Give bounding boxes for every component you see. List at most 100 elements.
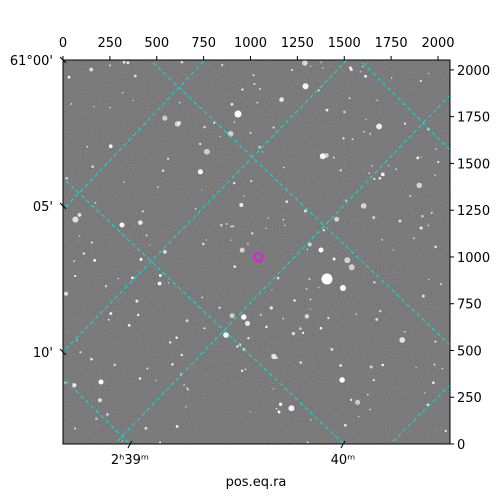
star <box>239 203 244 208</box>
ra-tick <box>340 440 346 449</box>
star <box>265 325 268 329</box>
star <box>171 363 174 366</box>
grid-line <box>389 384 450 444</box>
star <box>104 285 108 288</box>
star <box>122 60 126 64</box>
star <box>441 367 444 370</box>
star <box>233 181 236 185</box>
star <box>159 441 162 444</box>
ra-tick <box>127 440 133 449</box>
dec-tick <box>59 202 67 210</box>
star <box>183 384 185 386</box>
star <box>123 181 126 183</box>
star <box>108 64 112 67</box>
star <box>325 108 329 112</box>
star <box>332 257 336 261</box>
star <box>234 110 242 118</box>
star <box>309 65 312 67</box>
star <box>375 318 379 321</box>
star <box>309 308 312 310</box>
star <box>309 298 312 301</box>
star <box>185 319 189 323</box>
star <box>221 63 224 67</box>
star <box>79 351 82 354</box>
y-tick-label: 1500 <box>457 157 490 172</box>
star <box>310 419 312 421</box>
star <box>317 89 320 92</box>
grid-line <box>114 94 450 444</box>
star <box>409 195 412 197</box>
star <box>424 392 426 394</box>
star <box>340 285 346 291</box>
star <box>127 324 131 327</box>
coordinate-grid <box>63 60 450 444</box>
star <box>203 125 206 129</box>
star <box>307 242 312 247</box>
star <box>233 265 236 268</box>
star <box>305 287 308 290</box>
x-tick-label: 1000 <box>234 36 267 51</box>
star <box>223 332 229 338</box>
star <box>272 126 275 129</box>
star <box>97 398 102 403</box>
star <box>330 347 334 351</box>
grid-line <box>63 377 131 444</box>
star <box>291 331 296 336</box>
star <box>109 312 113 315</box>
star <box>126 61 130 65</box>
star <box>244 320 251 326</box>
star <box>434 245 437 249</box>
star <box>308 277 311 280</box>
star <box>399 337 406 343</box>
star <box>380 172 385 177</box>
star <box>379 309 382 313</box>
star <box>90 241 94 244</box>
star <box>107 318 110 321</box>
star <box>259 313 262 316</box>
x-tick-label: 250 <box>97 36 122 51</box>
star <box>349 66 352 70</box>
ra-tick-label: 2ʰ39ᵐ <box>111 453 149 468</box>
ra-tick-label: 40ᵐ <box>331 453 356 468</box>
star <box>302 60 308 66</box>
star <box>203 327 206 330</box>
star <box>161 169 165 173</box>
star <box>404 330 406 333</box>
star <box>73 260 76 263</box>
star <box>133 74 137 78</box>
star <box>243 195 245 197</box>
grid-line <box>63 60 348 353</box>
star <box>304 314 310 319</box>
star <box>225 223 228 225</box>
star <box>355 313 358 315</box>
star <box>372 216 376 220</box>
star <box>177 121 182 126</box>
star <box>361 65 364 68</box>
y-tick-label: 1250 <box>457 204 490 219</box>
star <box>271 289 273 291</box>
star <box>373 281 376 284</box>
star <box>229 313 235 319</box>
star <box>392 249 394 251</box>
star <box>343 110 346 114</box>
star <box>348 264 355 271</box>
star <box>285 200 289 204</box>
star <box>322 67 324 69</box>
star <box>258 145 262 149</box>
star <box>319 326 323 330</box>
star <box>106 413 109 416</box>
star <box>94 201 97 204</box>
star <box>372 379 375 382</box>
star <box>288 405 295 412</box>
star <box>327 316 330 320</box>
star <box>334 216 340 222</box>
star <box>434 174 436 177</box>
star <box>178 101 181 104</box>
star <box>284 224 286 227</box>
star <box>251 232 254 235</box>
star <box>256 101 259 104</box>
star <box>420 156 422 158</box>
star <box>275 407 278 410</box>
star <box>64 291 69 296</box>
